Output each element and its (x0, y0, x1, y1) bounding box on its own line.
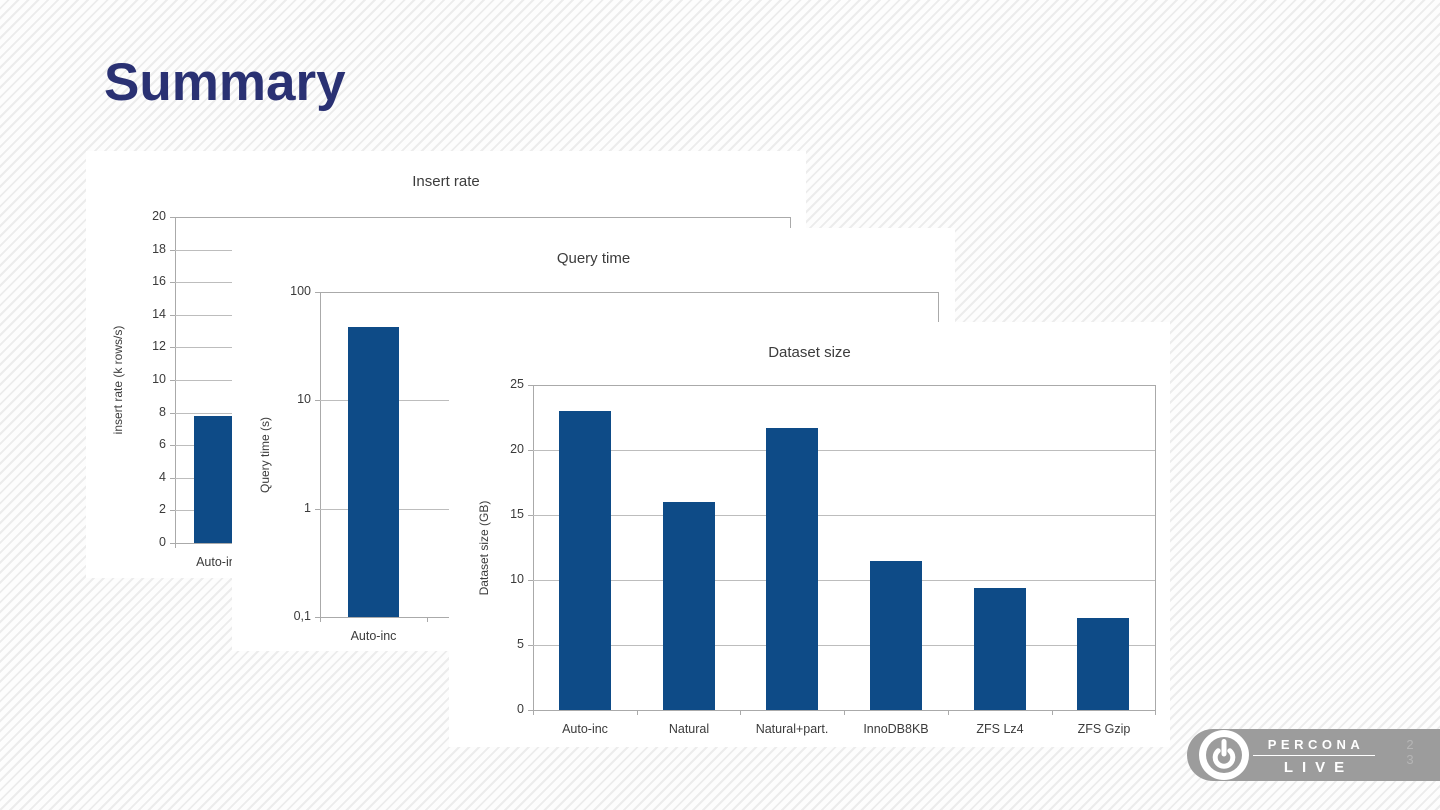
x-category-label: ZFS Gzip (1077, 722, 1131, 736)
x-tick-mark (1052, 710, 1053, 715)
y-tick-label: 10 (152, 372, 166, 386)
x-category-label: ZFS Lz4 (976, 722, 1024, 736)
bar-auto-inc (559, 411, 611, 710)
x-category-label: InnoDB8KB (863, 722, 929, 736)
slide-title: Summary (104, 53, 346, 112)
x-tick-mark (948, 710, 949, 715)
y-tick-label: 6 (159, 437, 166, 451)
y-tick-label: 10 (510, 572, 524, 586)
y-tick-label: 4 (159, 470, 166, 484)
y-tick-label: 5 (517, 637, 524, 651)
chart-title-insert-rate: Insert rate (412, 173, 480, 190)
x-category-label: Natural (668, 722, 710, 736)
power-icon (1198, 729, 1250, 786)
y-tick-mark (315, 292, 320, 293)
chart-panel-dataset-size: Dataset size Dataset size (GB) 0 5 10 15 20 2… (449, 322, 1170, 747)
y-tick-mark (170, 478, 175, 479)
bar-auto-inc (348, 327, 399, 617)
y-tick-label: 10 (297, 392, 311, 406)
x-tick-mark (844, 710, 845, 715)
y-tick-label: 20 (510, 442, 524, 456)
y-tick-mark (170, 315, 175, 316)
page-number: 2 3 (1398, 737, 1422, 767)
x-tick-mark (533, 710, 534, 715)
x-tick-mark (740, 710, 741, 715)
x-category-label: Auto-inc (196, 555, 242, 569)
y-tick-label: 12 (152, 339, 166, 353)
x-tick-mark (320, 617, 321, 622)
grid-line (533, 580, 1155, 581)
x-category-label: Natural+part. (755, 722, 829, 736)
y-axis-line (320, 292, 321, 617)
y-axis-line (533, 385, 534, 710)
y-axis-title-dataset-size: Dataset size (GB) (477, 500, 491, 596)
bar-natural (663, 502, 715, 710)
y-tick-mark (170, 250, 175, 251)
x-tick-mark (427, 617, 428, 622)
y-tick-mark (528, 385, 533, 386)
percona-live-logo: PERCONA LIVE (1187, 729, 1440, 781)
bar-zfs-gzip (1077, 618, 1129, 710)
y-tick-mark (315, 509, 320, 510)
plot-frame-right (1155, 385, 1156, 710)
y-tick-label: 100 (290, 284, 311, 298)
y-tick-label: 25 (510, 377, 524, 391)
y-tick-mark (170, 380, 175, 381)
logo-live-label: LIVE (1283, 759, 1354, 776)
bar-zfs-lz4 (974, 588, 1026, 710)
y-tick-label: 14 (152, 307, 166, 321)
y-tick-label: 8 (159, 405, 166, 419)
y-tick-mark (528, 580, 533, 581)
logo-percona-label: PERCONA (1253, 737, 1375, 756)
y-axis-title-query-time: Query time (s) (258, 417, 272, 494)
grid-line (533, 515, 1155, 516)
y-tick-label: 1 (304, 501, 311, 515)
y-tick-mark (170, 543, 175, 544)
x-category-label: Auto-inc (562, 722, 608, 736)
page-number-digit-1: 2 (1406, 737, 1414, 752)
y-tick-mark (170, 445, 175, 446)
bar-innodb8kb (870, 561, 922, 710)
x-tick-mark (175, 543, 176, 548)
y-tick-mark (170, 510, 175, 511)
plot-frame-top (320, 292, 938, 293)
y-tick-mark (170, 217, 175, 218)
y-tick-label: 16 (152, 274, 166, 288)
y-tick-label: 0 (159, 535, 166, 549)
y-tick-mark (528, 645, 533, 646)
plot-frame-top (175, 217, 790, 218)
y-tick-label: 0,1 (293, 609, 311, 623)
y-tick-label: 0 (517, 702, 524, 716)
y-tick-mark (528, 450, 533, 451)
logo-text: PERCONA LIVE (1253, 737, 1375, 776)
chart-title-dataset-size: Dataset size (768, 344, 851, 361)
x-category-label: Auto-inc (350, 629, 397, 643)
y-tick-mark (170, 282, 175, 283)
x-tick-mark (1155, 710, 1156, 715)
y-tick-mark (528, 515, 533, 516)
bar-natural-part- (766, 428, 818, 710)
grid-line (533, 450, 1155, 451)
plot-frame-top (533, 385, 1155, 386)
y-tick-label: 18 (152, 242, 166, 256)
y-tick-mark (315, 617, 320, 618)
y-tick-mark (170, 413, 175, 414)
y-tick-mark (315, 400, 320, 401)
grid-line (533, 645, 1155, 646)
y-tick-label: 2 (159, 502, 166, 516)
y-tick-label: 20 (152, 209, 166, 223)
chart-title-query-time: Query time (556, 250, 631, 267)
y-tick-mark (528, 710, 533, 711)
x-tick-mark (637, 710, 638, 715)
y-tick-label: 15 (510, 507, 524, 521)
page-number-digit-2: 3 (1406, 752, 1414, 767)
y-tick-mark (170, 347, 175, 348)
